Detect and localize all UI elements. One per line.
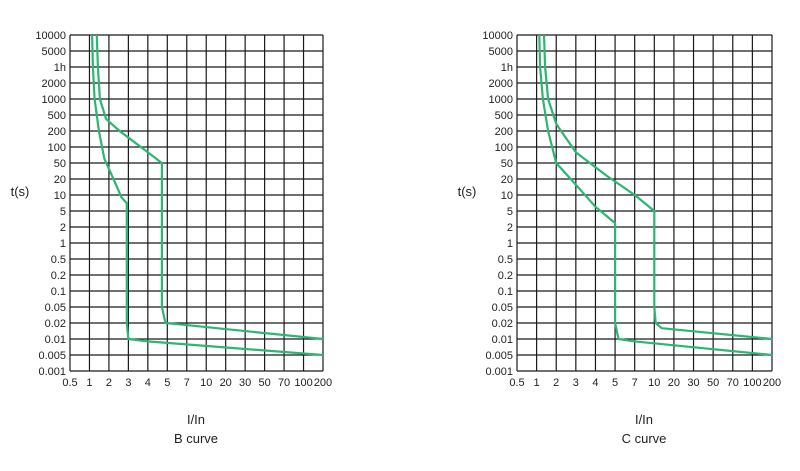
x-tick-label: 70 <box>278 377 290 389</box>
x-axis-label: I/In <box>187 412 205 427</box>
x-tick-label: 100 <box>294 377 312 389</box>
y-tick-label: 200 <box>495 126 513 138</box>
y-tick-label: 5 <box>507 206 513 218</box>
x-tick-label: 50 <box>707 377 719 389</box>
y-axis-label: t(s) <box>458 184 477 199</box>
y-tick-label: 1000 <box>42 94 66 106</box>
y-tick-label: 200 <box>48 126 66 138</box>
series-line-lower-bound <box>538 34 773 357</box>
x-tick-label: 5 <box>612 377 618 389</box>
y-tick-label: 5000 <box>42 46 66 58</box>
x-tick-label: 30 <box>687 377 699 389</box>
x-tick-label: 50 <box>258 377 270 389</box>
y-tick-label: 2000 <box>42 78 66 90</box>
y-tick-label: 0.5 <box>498 254 513 266</box>
x-tick-label: 2 <box>106 377 112 389</box>
x-tick-label: 20 <box>220 377 232 389</box>
y-tick-label: 2 <box>60 222 66 234</box>
x-tick-label: 10 <box>648 377 660 389</box>
x-tick-label: 100 <box>743 377 761 389</box>
y-tick-label: 10000 <box>35 30 66 42</box>
x-tick-label: 0.5 <box>62 377 77 389</box>
y-tick-label: 10 <box>501 190 513 202</box>
x-tick-label: 20 <box>668 377 680 389</box>
y-tick-label: 20 <box>54 174 66 186</box>
x-tick-label: 4 <box>145 377 151 389</box>
y-tick-label: 5 <box>60 206 66 218</box>
y-tick-label: 1000 <box>489 94 513 106</box>
y-tick-label: 0.02 <box>492 318 513 330</box>
chart-left-b-curve: 1000050001h200010005002001005020105210.5… <box>11 30 333 446</box>
y-tick-label: 0.2 <box>51 270 66 282</box>
y-tick-label: 1 <box>60 238 66 250</box>
y-tick-label: 500 <box>495 110 513 122</box>
series-line-lower-bound <box>91 34 324 357</box>
y-tick-label: 0.1 <box>51 286 66 298</box>
y-tick-label: 2000 <box>489 78 513 90</box>
x-tick-label: 7 <box>632 377 638 389</box>
y-axis-label: t(s) <box>11 184 30 199</box>
y-tick-label: 1h <box>54 62 66 74</box>
y-tick-label: 20 <box>501 174 513 186</box>
x-axis-label: I/In <box>635 412 653 427</box>
y-tick-label: 0.005 <box>485 350 513 362</box>
y-tick-label: 0.1 <box>498 286 513 298</box>
x-tick-label: 5 <box>164 377 170 389</box>
x-tick-label: 7 <box>184 377 190 389</box>
x-tick-label: 30 <box>239 377 251 389</box>
y-tick-label: 1h <box>501 62 513 74</box>
y-tick-label: 10000 <box>482 30 513 42</box>
x-tick-label: 3 <box>573 377 579 389</box>
x-tick-label: 10 <box>200 377 212 389</box>
y-tick-label: 500 <box>48 110 66 122</box>
chart-title: C curve <box>622 431 667 446</box>
y-tick-label: 0.001 <box>38 366 66 378</box>
y-tick-label: 0.05 <box>492 302 513 314</box>
x-tick-label: 70 <box>727 377 739 389</box>
x-tick-label: 200 <box>314 377 332 389</box>
y-tick-label: 0.5 <box>51 254 66 266</box>
x-tick-label: 4 <box>592 377 598 389</box>
y-tick-label: 1 <box>507 238 513 250</box>
y-tick-label: 0.05 <box>45 302 66 314</box>
x-tick-label: 0.5 <box>509 377 524 389</box>
x-tick-label: 3 <box>125 377 131 389</box>
series-line-upper-bound <box>542 34 773 341</box>
x-tick-label: 1 <box>86 377 92 389</box>
y-tick-label: 5000 <box>489 46 513 58</box>
x-tick-label: 2 <box>553 377 559 389</box>
y-tick-label: 100 <box>48 142 66 154</box>
x-tick-label: 200 <box>763 377 781 389</box>
chart-right-c-curve: 1000050001h200010005002001005020105210.5… <box>458 30 782 446</box>
y-tick-label: 0.2 <box>498 270 513 282</box>
y-tick-label: 0.01 <box>45 334 66 346</box>
chart-title: B curve <box>174 431 218 446</box>
x-tick-label: 1 <box>534 377 540 389</box>
series-line-upper-bound <box>95 34 324 341</box>
y-tick-label: 50 <box>54 158 66 170</box>
y-tick-label: 50 <box>501 158 513 170</box>
y-tick-label: 2 <box>507 222 513 234</box>
y-tick-label: 0.001 <box>485 366 513 378</box>
y-tick-label: 0.01 <box>492 334 513 346</box>
y-tick-label: 10 <box>54 190 66 202</box>
y-tick-label: 0.02 <box>45 318 66 330</box>
y-tick-label: 0.005 <box>38 350 66 362</box>
y-tick-label: 100 <box>495 142 513 154</box>
